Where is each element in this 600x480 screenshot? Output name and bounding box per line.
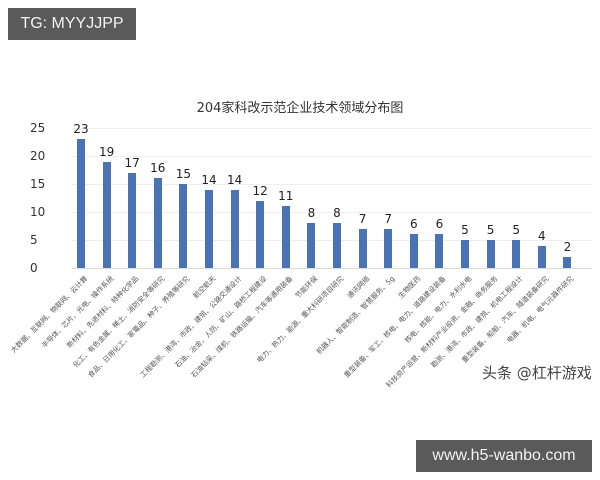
bar-value-label: 11 (278, 189, 294, 204)
bar (537, 245, 546, 268)
bar-value-label: 8 (333, 206, 341, 221)
bar (512, 240, 521, 268)
bar (179, 184, 188, 268)
bar-value-label: 14 (226, 172, 243, 187)
bar-value-label: 15 (175, 167, 192, 181)
y-tick-label: 25 (30, 121, 46, 135)
bar (77, 139, 85, 268)
bar-value-label: 16 (150, 161, 166, 176)
bar (384, 228, 393, 268)
bar-value-label: 17 (124, 155, 140, 170)
bar (281, 206, 290, 268)
bar (409, 234, 418, 268)
bar (230, 189, 239, 268)
chart-title: 204家科改示范企业技术领域分布图 (196, 101, 404, 116)
bar (486, 240, 495, 268)
bar-value-label: 6 (435, 217, 444, 232)
y-tick-label: 5 (30, 233, 38, 247)
bar-value-label: 5 (461, 223, 469, 237)
bar (563, 256, 572, 268)
gridline (72, 212, 592, 213)
bar-value-label: 4 (537, 228, 546, 243)
y-tick-label: 20 (30, 149, 46, 163)
y-tick-label: 10 (30, 205, 46, 219)
bar-value-label: 14 (201, 172, 217, 187)
bar (435, 234, 444, 268)
bar-value-label: 5 (486, 223, 495, 237)
bar (461, 240, 469, 268)
gridline (72, 184, 592, 185)
bar-value-label: 12 (252, 183, 268, 198)
bar (307, 223, 316, 268)
gridline (72, 240, 592, 241)
bar (153, 178, 162, 268)
bar-value-label: 6 (409, 217, 418, 232)
gridline (72, 128, 592, 129)
bar-value-label: 19 (98, 144, 115, 159)
bar-value-label: 7 (384, 211, 392, 226)
bar (128, 172, 137, 268)
bar (256, 200, 265, 268)
bar-value-label: 7 (358, 211, 367, 226)
x-axis-line (72, 268, 592, 269)
bar (102, 161, 111, 268)
y-tick-label: 0 (30, 261, 38, 275)
bar-value-label: 5 (512, 223, 520, 237)
y-tick-label: 15 (30, 177, 46, 191)
watermark-badge-bottom-right: www.h5-wanbo.com (416, 440, 592, 472)
bar (205, 189, 213, 268)
watermark-badge-top-left: TG: MYYJJPP (8, 8, 136, 40)
bar (358, 228, 367, 268)
bar-value-label: 23 (73, 122, 89, 137)
gridline (72, 156, 592, 157)
bar-value-label: 8 (307, 206, 316, 221)
bar (333, 223, 341, 268)
bar-value-label: 2 (563, 239, 572, 254)
source-watermark: 头条 @杠杆游戏 (482, 364, 592, 382)
